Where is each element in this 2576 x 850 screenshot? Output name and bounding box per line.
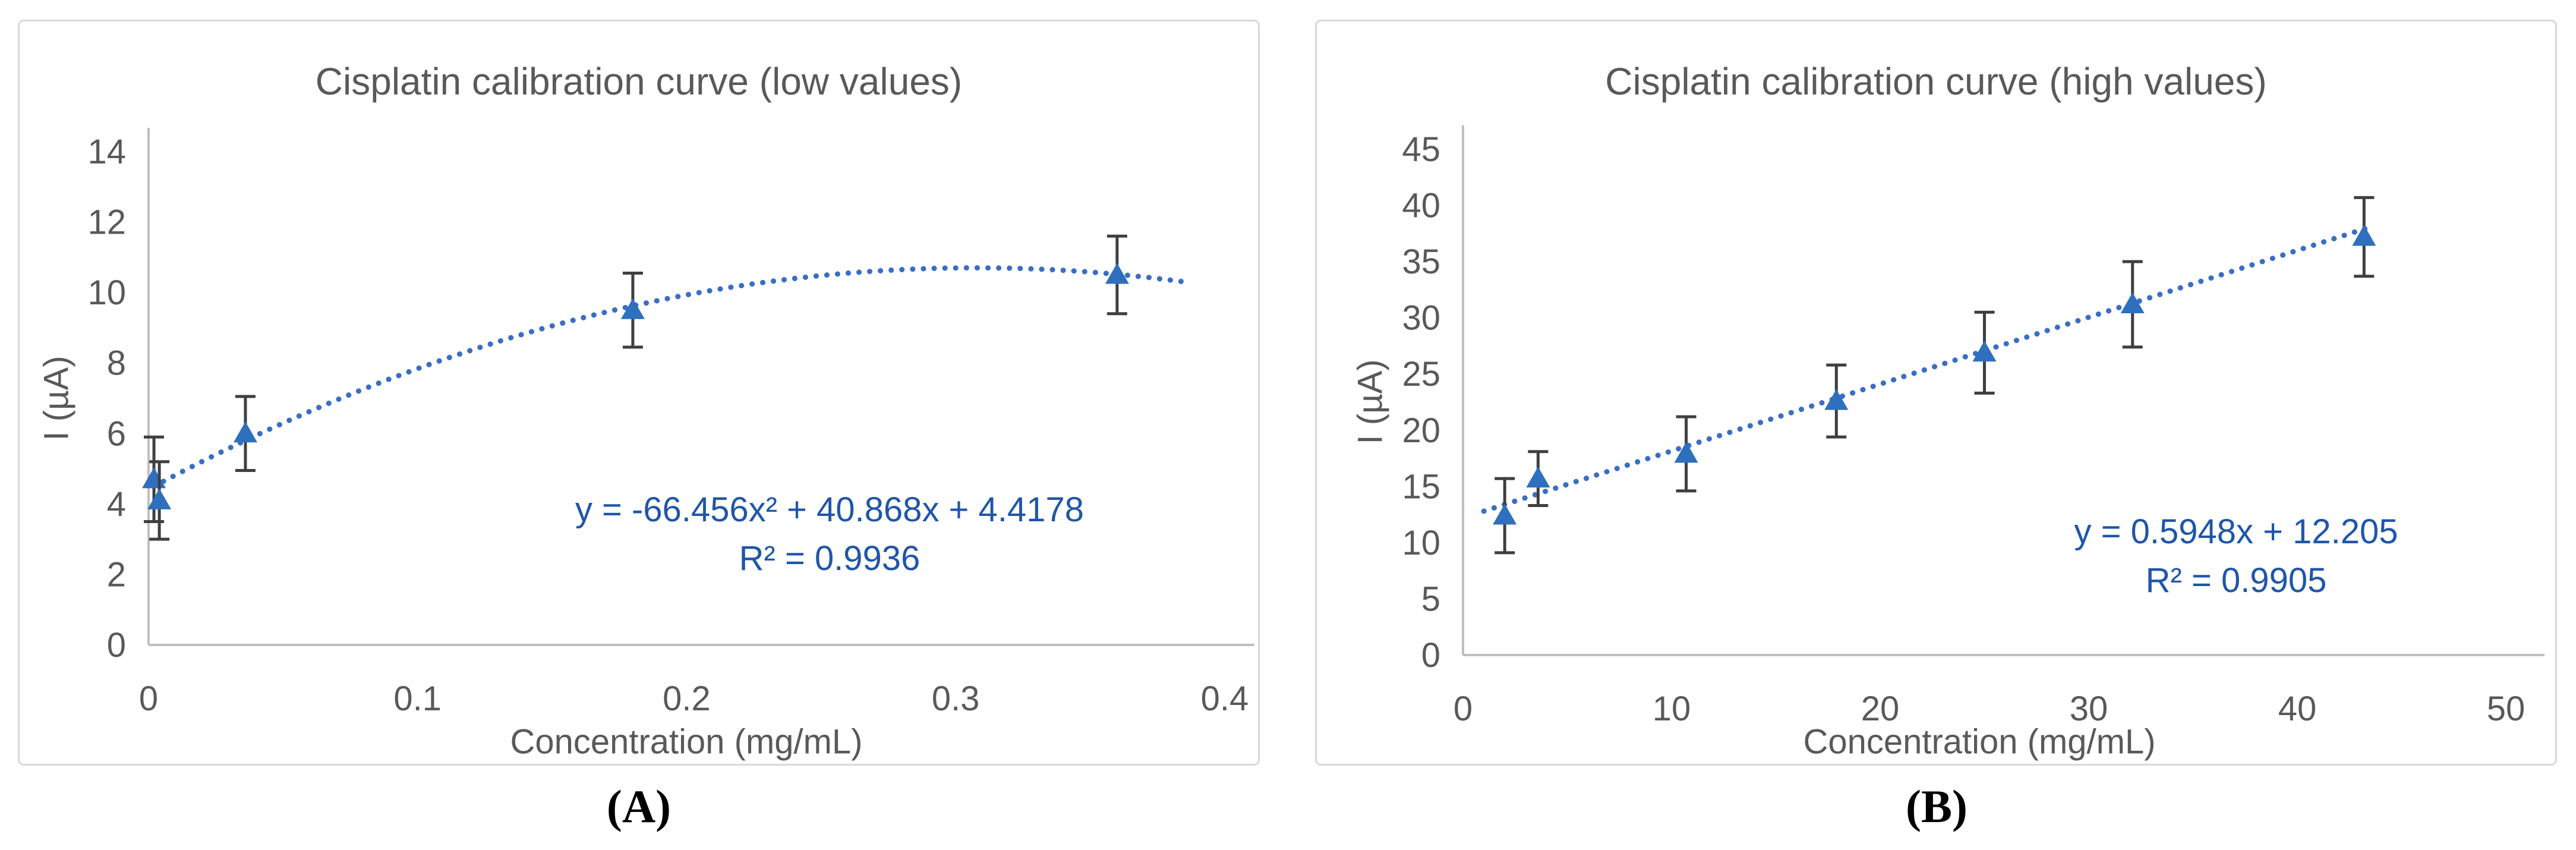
data-point-marker (1105, 263, 1129, 284)
y-tick-label: 6 (107, 414, 126, 453)
y-tick-label: 14 (87, 133, 126, 171)
y-tick-label: 0 (1421, 636, 1440, 675)
chart-title: Cisplatin calibration curve (low values) (315, 60, 963, 103)
trendline-path (151, 265, 1190, 489)
y-tick-label: 4 (107, 485, 126, 524)
chart-title: Cisplatin calibration curve (high values… (1605, 60, 2267, 103)
panel-label-b: (B) (1906, 780, 1968, 832)
data-point-marker (1526, 467, 1550, 488)
x-tick-label: 20 (1861, 690, 1900, 728)
x-tick-label: 0 (1453, 690, 1473, 728)
data-point-marker (233, 421, 257, 443)
chart-panel-b: Cisplatin calibration curve (high values… (1315, 20, 2557, 766)
trendline-equation-block: y = 0.5948x + 12.205 R² = 0.9905 (2074, 508, 2398, 605)
data-point-marker (620, 298, 645, 319)
data-point-marker (1674, 442, 1698, 463)
x-tick-label: 0.3 (932, 679, 980, 718)
r-squared-value: R² = 0.9905 (2145, 561, 2327, 600)
x-axis-title: Concentration (mg/mL) (510, 722, 863, 761)
data-point-marker (2352, 225, 2376, 246)
y-tick-label: 25 (1402, 355, 1440, 393)
data-point-marker (1824, 389, 1849, 410)
y-tick-label: 30 (1402, 299, 1440, 338)
chart-panel-a: Cisplatin calibration curve (low values)… (18, 20, 1260, 766)
y-tick-label: 8 (107, 344, 126, 383)
x-tick-label: 50 (2487, 690, 2525, 728)
data-point-marker (1972, 341, 1997, 362)
y-tick-label: 20 (1402, 411, 1440, 450)
chart-canvas-b: 0 10 20 30 40 50 0 5 10 15 20 25 30 35 40 45 (1402, 125, 2545, 728)
x-tick-label: 10 (1653, 690, 1691, 728)
x-tick-label: 0 (139, 679, 158, 718)
trendline-path (1481, 223, 2375, 514)
y-tick-label: 10 (87, 273, 126, 312)
x-tick-label: 40 (2278, 690, 2317, 728)
x-tick-label: 0.1 (393, 679, 442, 718)
data-point-marker (147, 488, 172, 509)
y-tick-label: 12 (87, 203, 126, 242)
y-tick-label: 35 (1402, 243, 1440, 281)
trendline-equation-block: y = -66.456x² + 40.868x + 4.4178 R² = 0.… (575, 486, 1084, 583)
y-tick-label: 5 (1421, 580, 1440, 618)
data-point-marker (142, 467, 166, 489)
x-tick-label: 0.2 (663, 679, 711, 718)
x-tick-label: 0.4 (1201, 679, 1249, 718)
data-point-marker (2120, 292, 2145, 313)
y-tick-label: 45 (1402, 130, 1440, 169)
y-tick-label: 0 (107, 626, 126, 665)
r-squared-value: R² = 0.9936 (739, 539, 920, 578)
data-point-marker (1493, 503, 1517, 525)
y-tick-label: 40 (1402, 187, 1440, 225)
y-tick-label: 10 (1402, 524, 1440, 562)
x-axis-title: Concentration (mg/mL) (1803, 722, 2156, 761)
y-tick-label: 2 (107, 555, 126, 594)
trendline-equation: y = -66.456x² + 40.868x + 4.4178 (575, 490, 1084, 529)
y-tick-label: 15 (1402, 467, 1440, 506)
panel-label-a: (A) (606, 780, 671, 832)
chart-canvas-a: 0 0.1 0.2 0.3 0.4 0 2 4 6 8 10 12 14 (87, 128, 1254, 718)
x-tick-label: 30 (2070, 690, 2108, 728)
trendline-equation: y = 0.5948x + 12.205 (2074, 512, 2398, 551)
